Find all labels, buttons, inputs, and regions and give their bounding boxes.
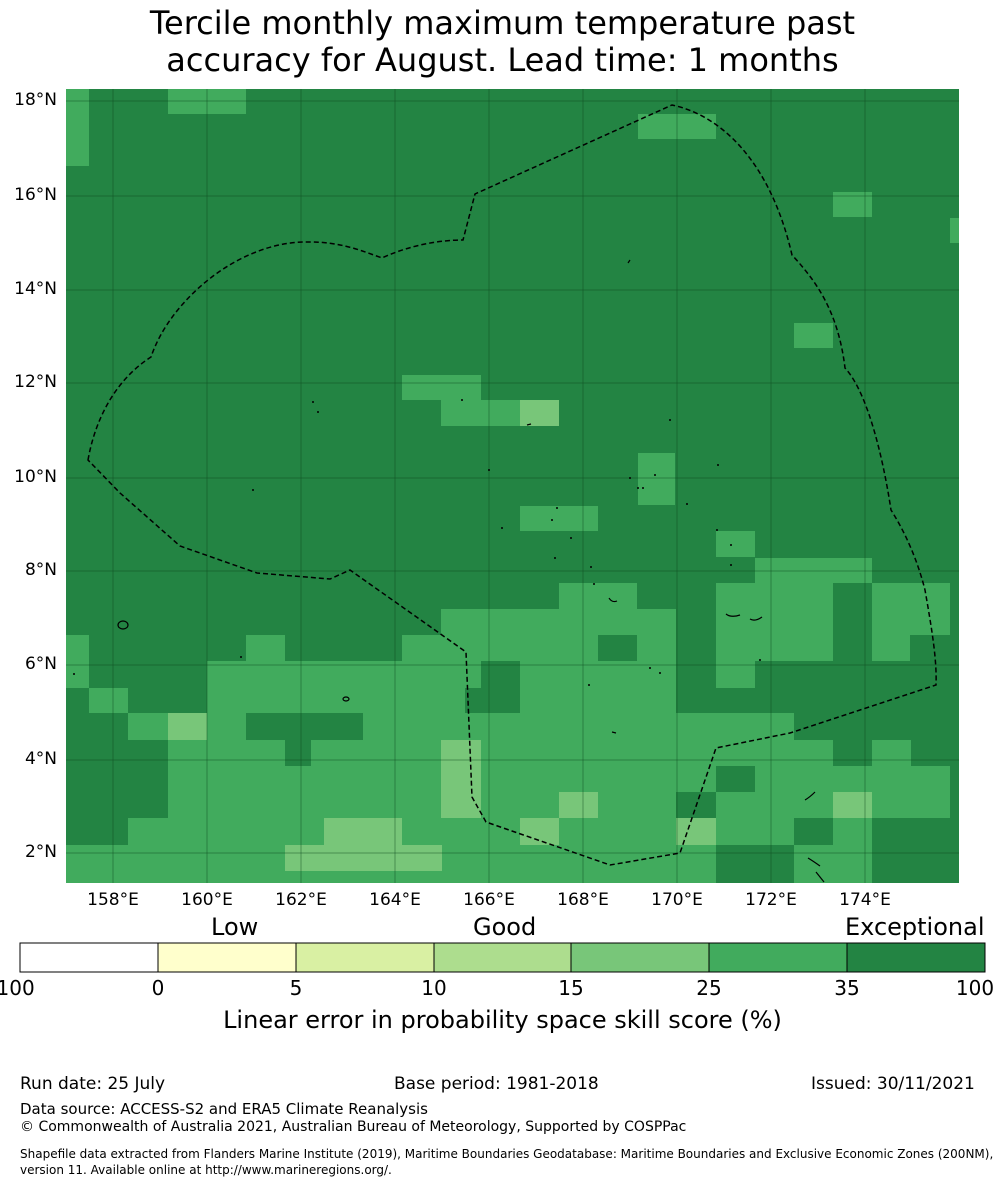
lon-label-158e: 158°E [87, 890, 139, 910]
lat-label-2n: 2°N [24, 842, 57, 862]
colorbar-tick-100: 100 [955, 976, 995, 1000]
run-date: Run date: 25 July [20, 1074, 166, 1094]
islet-dots [73, 399, 761, 686]
colorbar-segment-5-10 [295, 942, 435, 973]
map-title-line-1: Tercile monthly maximum temperature past [149, 4, 856, 42]
skill-cells-35-100 [66, 583, 959, 883]
colorbar-tick-neg100: -100 [0, 976, 35, 1000]
data-source: Data source: ACCESS-S2 and ERA5 Climate … [20, 1100, 428, 1118]
colorbar-tick-25: 25 [696, 976, 722, 1000]
lon-label-174e: 174°E [839, 890, 891, 910]
lon-label-166e: 166°E [463, 890, 515, 910]
colorbar-segment-neg100-0 [19, 942, 159, 973]
issued-date: Issued: 30/11/2021 [811, 1074, 975, 1094]
lon-label-162e: 162°E [275, 890, 327, 910]
islands [117, 259, 825, 883]
copyright-notice: © Commonwealth of Australia 2021, Austra… [20, 1119, 687, 1135]
lat-label-16n: 16°N [14, 185, 57, 205]
lon-label-170e: 170°E [651, 890, 703, 910]
colorbar-category-low: Low [211, 913, 259, 941]
colorbar-segment-35-100 [846, 942, 986, 973]
map-gridlines [66, 89, 959, 883]
colorbar-tick-0: 0 [151, 976, 165, 1000]
shapefile-credit: Shapefile data extracted from Flanders M… [20, 1147, 994, 1177]
lat-label-10n: 10°N [14, 467, 57, 487]
base-period: Base period: 1981-2018 [394, 1074, 599, 1094]
colorbar-segment-0-5 [157, 942, 297, 973]
lat-label-14n: 14°N [14, 279, 57, 299]
colorbar-tick-5: 5 [289, 976, 303, 1000]
colorbar-tick-35: 35 [834, 976, 860, 1000]
lat-label-18n: 18°N [14, 90, 57, 110]
colorbar [19, 942, 986, 973]
map-title-line-2: accuracy for August. Lead time: 1 months [166, 41, 839, 79]
colorbar-tick-10: 10 [421, 976, 447, 1000]
lon-label-172e: 172°E [745, 890, 797, 910]
lat-label-6n: 6°N [24, 654, 57, 674]
lon-label-160e: 160°E [181, 890, 233, 910]
lon-label-164e: 164°E [369, 890, 421, 910]
lat-label-8n: 8°N [24, 560, 57, 580]
colorbar-category-good: Good [473, 913, 537, 941]
colorbar-segment-10-15 [433, 942, 572, 973]
colorbar-axis-label: Linear error in probability space skill … [223, 1006, 782, 1034]
skill-cells-15-25 [168, 400, 872, 871]
lat-label-12n: 12°N [14, 372, 57, 392]
eez-boundary [87, 104, 937, 866]
colorbar-segment-25-35 [708, 942, 848, 973]
colorbar-tick-15: 15 [558, 976, 584, 1000]
colorbar-category-exceptional: Exceptional [845, 913, 985, 941]
lon-label-168e: 168°E [557, 890, 609, 910]
lat-label-4n: 4°N [24, 749, 57, 769]
colorbar-segment-15-25 [570, 942, 710, 973]
